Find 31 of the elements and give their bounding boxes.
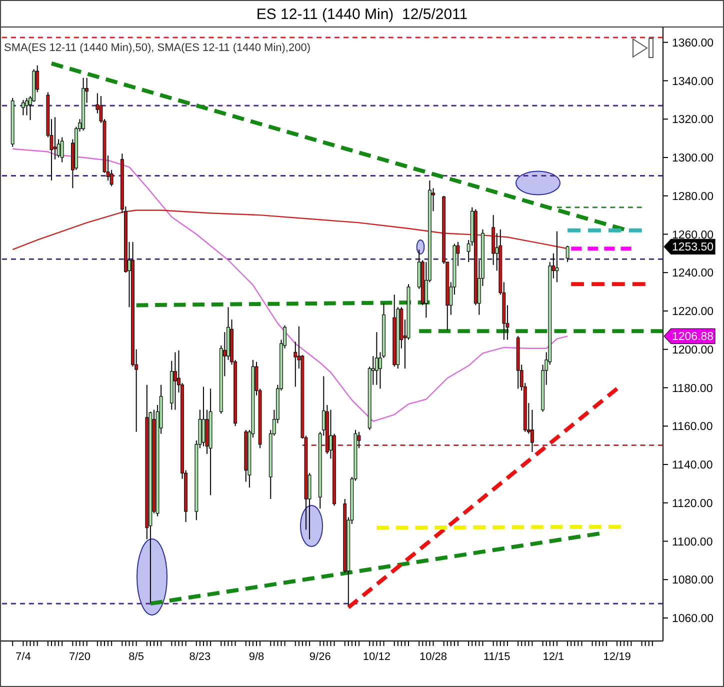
y-tick-label: 1220.00 (672, 306, 714, 318)
x-tick-label: 10/28 (419, 651, 448, 663)
x-tick-label: 8/5 (128, 651, 144, 663)
chart-title: ES 12-11 (1440 Min) 12/5/2011 (256, 6, 468, 23)
text: 1253.50 (672, 242, 714, 254)
y-tick-label: 1340.00 (672, 76, 714, 88)
y-tick-label: 1240.00 (672, 268, 714, 280)
y-tick-label: 1180.00 (672, 382, 713, 395)
x-tick-label: 7/4 (16, 651, 31, 663)
y-tick-label: 1160.00 (672, 421, 713, 434)
y-tick-label: 1080.00 (672, 574, 714, 587)
y-tick-label: 1100.00 (672, 536, 713, 548)
y-tick-label: 1320.00 (672, 114, 714, 126)
x-tick-label: 7/20 (69, 651, 90, 663)
x-tick-label: 12/19 (603, 651, 631, 663)
y-tick-label: 1280.00 (672, 190, 714, 203)
x-tick-label: 9/8 (248, 651, 264, 663)
y-tick-label: 1200.00 (672, 344, 714, 356)
annotation: SMA(ES 12-11 (1440 Min),50), SMA(ES 12-11 (1440 Min),200) (4, 42, 311, 54)
y-tick-label: 1060.00 (672, 613, 714, 625)
x-tick-label: 8/23 (189, 651, 211, 663)
x-tick-label: 12/1 (542, 651, 564, 663)
y-tick-label: 1360.00 (672, 37, 714, 50)
y-tick-label: 1140.00 (672, 460, 713, 472)
x-tick-label: 11/15 (484, 651, 510, 663)
y-tick-label: 1120.00 (672, 498, 713, 510)
y-tick-label: 1260.00 (672, 229, 714, 242)
x-tick-label: 9/26 (309, 651, 331, 663)
text: 1206.88 (672, 331, 714, 344)
y-tick-label: 1300.00 (672, 152, 714, 164)
x-tick-label: 10/12 (362, 651, 390, 663)
